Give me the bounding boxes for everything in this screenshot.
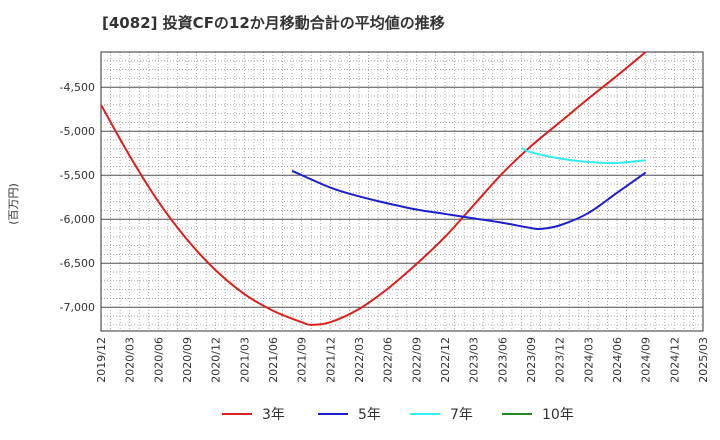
legend-swatch <box>502 413 532 415</box>
y-tick-label: -6,000 <box>60 213 95 226</box>
x-tick-label: 2022/03 <box>353 337 366 383</box>
x-tick-label: 2020/09 <box>181 337 194 383</box>
legend-item: 3年 <box>222 403 285 425</box>
x-tick-label: 2021/03 <box>238 337 251 383</box>
x-axis-tick-labels: 2019/12 2020/03 2020/06 2020/09 2020/12 2021/… <box>95 337 710 383</box>
x-tick-label: 2024/09 <box>640 337 653 383</box>
x-tick-label: 2022/09 <box>410 337 423 383</box>
x-tick-label: 2021/06 <box>267 337 280 383</box>
legend-label: 5年 <box>358 407 381 423</box>
x-tick-label: 2022/06 <box>382 337 395 383</box>
x-tick-label: 2020/06 <box>152 337 165 383</box>
x-tick-label: 2024/12 <box>668 337 681 383</box>
legend-label: 10年 <box>542 407 574 423</box>
legend-item: 5年 <box>318 403 381 425</box>
legend-swatch <box>318 413 348 415</box>
x-tick-label: 2025/03 <box>697 337 710 383</box>
y-tick-label: -4,500 <box>60 81 95 94</box>
grid-lines <box>100 51 704 331</box>
plot-border <box>100 51 704 332</box>
plot-frame <box>100 51 704 332</box>
legend-item: 7年 <box>410 403 473 425</box>
series-line-3年 <box>100 51 647 326</box>
x-tick-label: 2024/03 <box>582 337 595 383</box>
x-tick-label: 2023/09 <box>525 337 538 383</box>
legend-label: 3年 <box>262 407 285 423</box>
legend-label: 7年 <box>450 407 473 423</box>
x-tick-label: 2020/03 <box>124 337 137 383</box>
chart-title: [4082] 投資CFの12か月移動合計の平均値の推移 <box>102 14 445 32</box>
legend-item: 10年 <box>502 403 574 425</box>
x-tick-label: 2023/03 <box>468 337 481 383</box>
y-tick-label: -5,000 <box>60 125 95 138</box>
line-chart: -4,500 -5,000 -5,500 -6,000 -6,500 -7,000 201… <box>60 51 710 383</box>
series-line-5年 <box>291 169 647 231</box>
x-tick-label: 2023/12 <box>554 337 567 383</box>
x-tick-label: 2019/12 <box>95 337 108 383</box>
x-tick-label: 2023/06 <box>496 337 509 383</box>
x-tick-label: 2020/12 <box>210 337 223 383</box>
series-line-7年 <box>520 147 646 164</box>
legend-swatch <box>222 413 252 415</box>
y-axis-tick-labels: -4,500 -5,000 -5,500 -6,000 -6,500 -7,000 <box>60 81 95 314</box>
legend-swatch <box>410 413 440 415</box>
x-tick-label: 2022/12 <box>439 337 452 383</box>
series-lines <box>100 51 647 326</box>
x-tick-label: 2021/09 <box>296 337 309 383</box>
y-tick-label: -5,500 <box>60 169 95 182</box>
y-tick-label: -6,500 <box>60 257 95 270</box>
y-tick-label: -7,000 <box>60 301 95 314</box>
chart-legend: 3年 5年 7年 10年 <box>0 403 720 427</box>
x-tick-label: 2021/12 <box>324 337 337 383</box>
x-tick-label: 2024/06 <box>611 337 624 383</box>
